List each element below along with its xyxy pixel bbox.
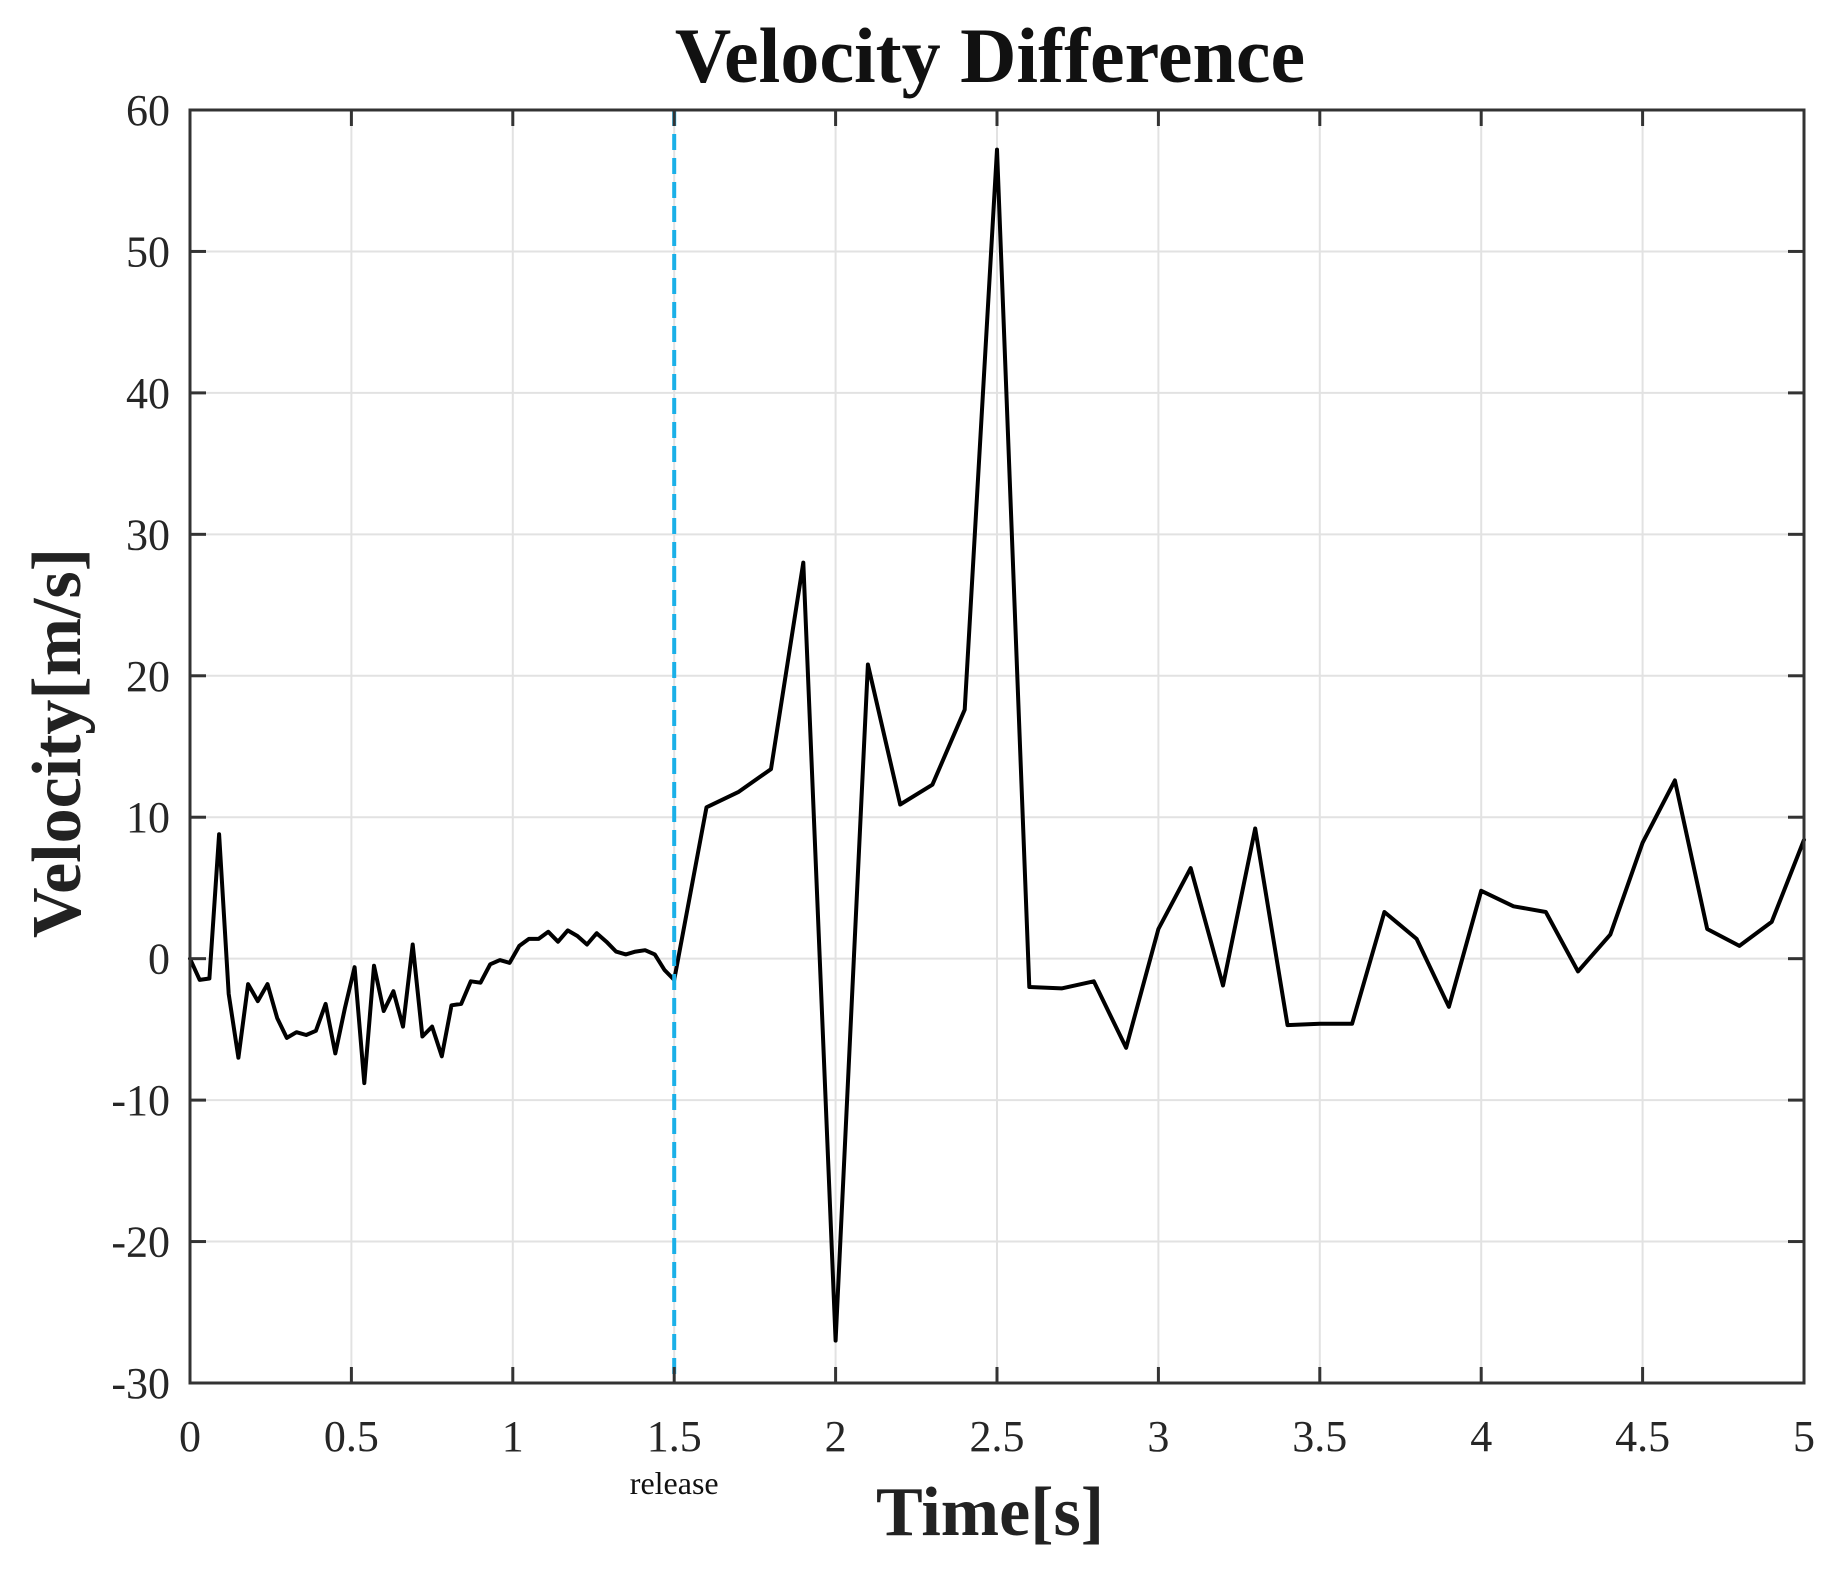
y-tick-label: -20 [111, 1218, 170, 1267]
x-tick-label: 2 [825, 1412, 847, 1461]
x-tick-label: 4 [1470, 1412, 1492, 1461]
plot-area [188, 110, 1806, 1383]
y-tick-label: 40 [126, 369, 170, 418]
grid-lines [190, 110, 1804, 1383]
y-tick-label: -30 [111, 1359, 170, 1408]
x-tick-label: 3 [1147, 1412, 1169, 1461]
y-tick-label: 10 [126, 793, 170, 842]
x-tick-label: 1.5 [647, 1412, 702, 1461]
x-axis-label: Time[s] [876, 1474, 1104, 1551]
y-axis-label: Velocity[m/s] [19, 548, 96, 938]
chart-title: Velocity Difference [675, 12, 1305, 99]
x-tick-label: 2.5 [970, 1412, 1025, 1461]
x-tick-label: 5 [1793, 1412, 1815, 1461]
y-tick-label: 30 [126, 510, 170, 559]
y-tick-label: 50 [126, 227, 170, 276]
x-tick-label: 3.5 [1292, 1412, 1347, 1461]
series-line-0 [188, 147, 1806, 1343]
x-tick-label: 1 [502, 1412, 524, 1461]
y-tick-label: 0 [148, 935, 170, 984]
axes: release 0 0.5 1 1.5 2 2.5 3 3.5 4 4.5 5 -30 -20 -10 0 10… [111, 86, 1815, 1501]
release-annotation: release [630, 1465, 719, 1501]
x-tick-label: 4.5 [1615, 1412, 1670, 1461]
y-tick-label: 20 [126, 652, 170, 701]
x-tick-label: 0.5 [324, 1412, 379, 1461]
y-tick-label: 60 [126, 86, 170, 135]
x-tick-label: 0 [179, 1412, 201, 1461]
y-tick-label: -10 [111, 1076, 170, 1125]
